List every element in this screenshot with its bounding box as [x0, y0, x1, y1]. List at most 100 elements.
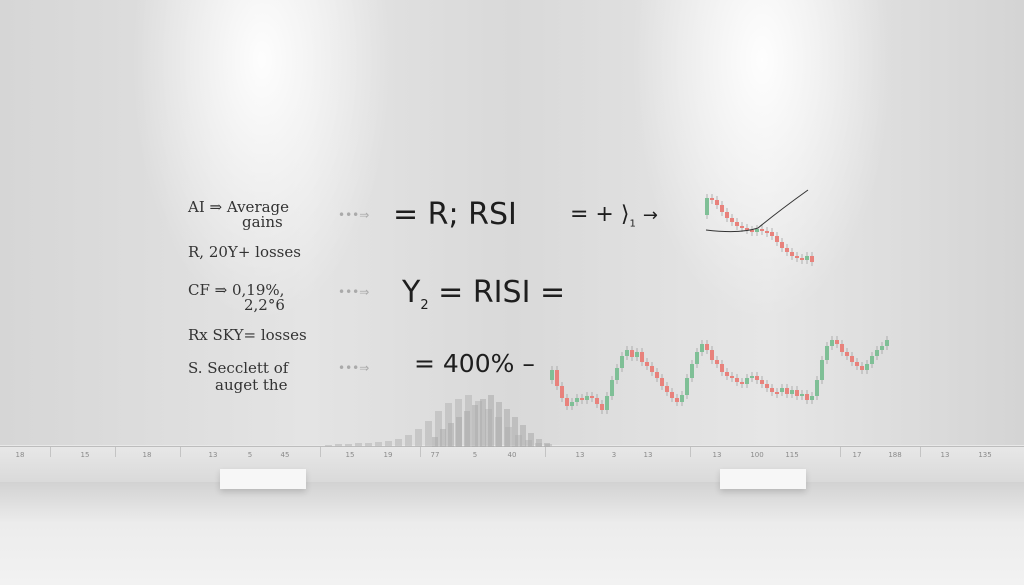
histogram-bar	[496, 402, 502, 447]
candle	[765, 231, 769, 233]
histogram-bar	[536, 439, 542, 447]
histogram-bar	[544, 443, 550, 447]
text-line-5b: auget the	[215, 376, 288, 394]
histogram-bar	[488, 395, 494, 447]
histogram-bar	[512, 417, 518, 447]
candle	[610, 380, 614, 396]
histogram-bar	[415, 429, 422, 447]
candle	[775, 392, 779, 394]
axis-label: 18	[142, 451, 152, 459]
candle	[770, 232, 774, 236]
formula-y: Y	[402, 275, 421, 310]
candle	[785, 248, 789, 252]
histogram-bar	[345, 444, 352, 447]
candle	[825, 346, 829, 360]
candle	[650, 366, 654, 372]
dotted-arrow-icon: •••⇒	[338, 208, 370, 222]
candle	[810, 396, 814, 400]
trend-line	[705, 189, 809, 233]
formula-rsi-tail: = + ⟩1 →	[570, 202, 658, 229]
text-line-3a: CF ⇒ 0,19%,	[188, 281, 285, 299]
candle	[845, 352, 849, 356]
histogram-bar	[335, 444, 342, 447]
candle	[745, 378, 749, 384]
text-line-5a: S. Secclett of	[188, 359, 289, 377]
axis-label: 13	[940, 451, 950, 459]
candle	[600, 404, 604, 410]
histogram-bar	[475, 401, 482, 447]
candle	[740, 226, 744, 228]
candle	[750, 376, 754, 378]
histogram-bar	[425, 421, 432, 447]
candle	[565, 398, 569, 406]
histogram-bar	[432, 437, 438, 447]
candle	[850, 356, 854, 362]
histogram-bar	[375, 442, 382, 447]
candle	[720, 364, 724, 372]
candle	[740, 382, 744, 384]
candle	[640, 352, 644, 362]
text-line-3b: 2,2°6	[244, 296, 285, 314]
axis-tick	[50, 447, 51, 457]
candle	[790, 252, 794, 256]
candle	[655, 372, 659, 378]
text-line-1b: gains	[242, 213, 283, 231]
axis-label: 15	[345, 451, 355, 459]
candle	[635, 352, 639, 357]
histogram-bar	[504, 409, 510, 447]
candle	[785, 388, 789, 394]
candle	[735, 378, 739, 382]
axis-label: 77	[430, 451, 440, 459]
histogram-bar	[440, 429, 446, 447]
candle	[715, 200, 719, 205]
candle	[685, 378, 689, 395]
candle	[705, 198, 709, 215]
candle	[790, 390, 794, 394]
candle	[865, 364, 869, 370]
candle	[755, 376, 759, 380]
axis-tick	[180, 447, 181, 457]
histogram-bar	[528, 433, 534, 447]
text-line-1a: AI ⇒ Average	[188, 198, 290, 216]
candle	[840, 344, 844, 352]
candle	[730, 218, 734, 222]
candle	[710, 350, 714, 360]
candle	[805, 394, 809, 400]
formula-y-sub: 2	[420, 298, 429, 313]
candle	[645, 362, 649, 366]
histogram-bar	[435, 411, 442, 447]
floor	[0, 482, 1024, 585]
axis-tick	[115, 447, 116, 457]
candle	[735, 222, 739, 226]
axis-label: 115	[785, 451, 799, 459]
formula-sub: 1	[629, 218, 636, 230]
pedestal-left	[220, 469, 306, 489]
text-line-4: Rx SKY= losses	[188, 326, 307, 344]
histogram-bar	[395, 439, 402, 447]
axis-label: 40	[507, 451, 517, 459]
candle	[630, 350, 634, 357]
axis-label: 17	[852, 451, 862, 459]
candle	[780, 242, 784, 248]
candle	[570, 402, 574, 406]
axis-label: 100	[750, 451, 764, 459]
candle	[830, 340, 834, 346]
candle	[670, 392, 674, 398]
candle	[585, 396, 589, 400]
candle	[800, 394, 804, 396]
formula-sum: = + ⟩	[570, 202, 630, 227]
candle	[855, 362, 859, 366]
candle	[575, 398, 579, 402]
axis-label: 5	[472, 451, 478, 459]
formula-risi: Y2 = RISI =	[402, 275, 565, 313]
candle	[590, 396, 594, 398]
pedestal-right	[720, 469, 806, 489]
histogram-bar	[480, 399, 486, 447]
axis-label: 13	[208, 451, 218, 459]
candle	[765, 384, 769, 388]
histogram-bar	[456, 417, 462, 447]
candle	[580, 398, 584, 400]
ruler-strip	[0, 445, 1024, 482]
candle	[775, 236, 779, 242]
candle	[715, 360, 719, 364]
